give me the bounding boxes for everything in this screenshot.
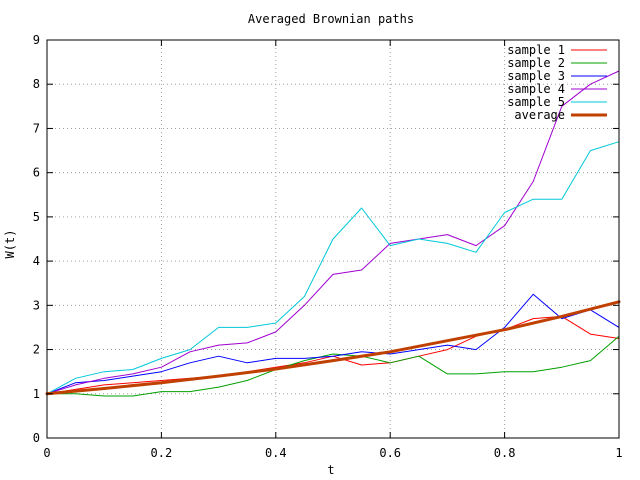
x-axis-label: t <box>327 463 334 477</box>
series-line-average <box>45 300 621 396</box>
y-tick-label: 8 <box>33 77 40 91</box>
x-tick-label: 0.2 <box>151 446 173 460</box>
y-tick-label: 5 <box>33 210 40 224</box>
series-line-sample-2 <box>46 335 620 397</box>
x-tick-label: 0.6 <box>379 446 401 460</box>
series-line-sample-4 <box>46 70 620 395</box>
legend-label-sample-5: sample 5 <box>507 95 565 109</box>
plot-frame <box>46 39 620 439</box>
legend-label-average: average <box>514 108 565 122</box>
legend-label-sample-3: sample 3 <box>507 69 565 83</box>
y-axis-label: W(t) <box>3 230 17 259</box>
y-tick-label: 3 <box>33 298 40 312</box>
y-tick-label: 9 <box>33 33 40 47</box>
y-tick-label: 2 <box>33 343 40 357</box>
x-tick-label: 1 <box>615 446 622 460</box>
y-tick-label: 1 <box>33 387 40 401</box>
chart-title: Averaged Brownian paths <box>248 12 414 26</box>
series-line-sample-3 <box>46 293 620 395</box>
series-line-sample-5 <box>46 141 620 395</box>
y-tick-label: 6 <box>33 166 40 180</box>
x-tick-label: 0.4 <box>265 446 287 460</box>
legend-label-sample-4: sample 4 <box>507 82 565 96</box>
x-tick-label: 0 <box>43 446 50 460</box>
y-tick-label: 4 <box>33 254 40 268</box>
legend-label-sample-2: sample 2 <box>507 56 565 70</box>
ticks <box>46 39 620 439</box>
legend-label-sample-1: sample 1 <box>507 43 565 57</box>
series-group <box>45 70 621 397</box>
y-tick-label: 7 <box>33 121 40 135</box>
y-tick-label: 0 <box>33 431 40 445</box>
tick-labels: 0 0.2 0.4 0.6 0.8 1 0 1 2 3 4 5 6 7 8 9 <box>33 33 623 460</box>
x-tick-label: 0.8 <box>494 446 516 460</box>
